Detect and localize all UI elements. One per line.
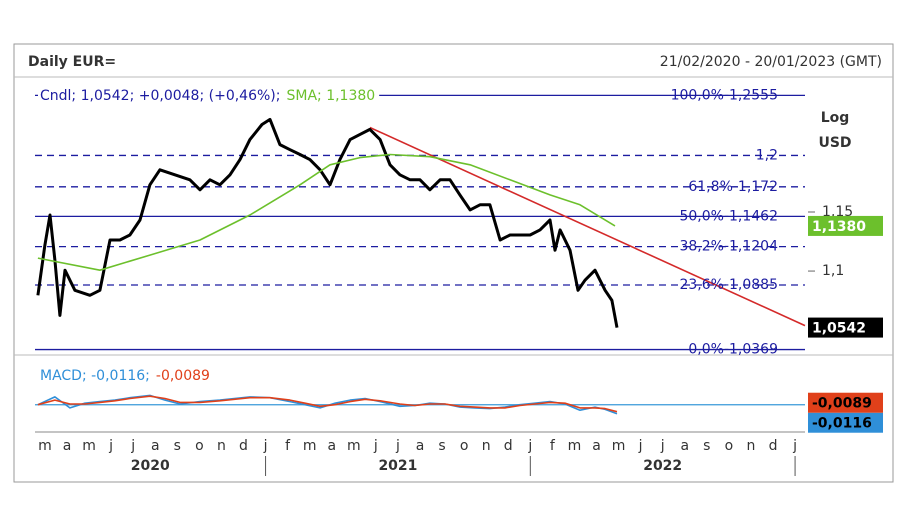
x-tick-label: j — [660, 438, 665, 454]
value-badge — [808, 392, 883, 413]
y-tick-label: 1,1 — [822, 263, 844, 279]
x-tick-label: a — [592, 438, 601, 454]
level-label: 61,8%-1,172 — [688, 179, 778, 195]
value-badge-label: -0,0116 — [812, 416, 872, 432]
chart-subtitle: 21/02/2020 - 20/01/2023 (GMT) — [660, 54, 882, 70]
legend-background — [38, 367, 154, 385]
series-line — [37, 153, 616, 271]
level-label: 0,0%-1,0369 — [688, 342, 778, 358]
legend-label: SMA; 1,1380 — [286, 88, 375, 104]
x-tick-label: m — [612, 438, 626, 454]
x-tick-label: a — [63, 438, 72, 454]
legend-label: -0,0089 — [156, 368, 210, 384]
x-tick-label: j — [527, 438, 532, 454]
x-tick-label: n — [482, 438, 491, 454]
x-tick-label: a — [151, 438, 160, 454]
frame — [13, 43, 894, 483]
year-label: 2022 — [643, 458, 682, 474]
value-badge — [808, 215, 883, 236]
value-badge-label: 1,1380 — [812, 219, 866, 235]
level-label: 50,0%-1,1462 — [679, 208, 778, 224]
trendline — [369, 126, 806, 327]
series-line — [36, 117, 619, 328]
legend-background — [153, 367, 214, 385]
x-tick-label: o — [725, 438, 734, 454]
x-tick-label: d — [769, 438, 778, 454]
x-tick-label: a — [416, 438, 425, 454]
axis-label: Log — [821, 110, 850, 126]
x-tick-label: s — [174, 438, 181, 454]
series-line — [37, 395, 618, 413]
legend-label: Cndl; 1,0542; +0,0048; (+0,46%); — [40, 88, 280, 104]
x-tick-label: a — [680, 438, 689, 454]
value-badge — [808, 317, 883, 338]
x-tick-label: a — [327, 438, 336, 454]
x-tick-label: j — [108, 438, 113, 454]
x-tick-label: j — [792, 438, 797, 454]
x-tick-label: o — [460, 438, 469, 454]
x-tick-label: d — [239, 438, 248, 454]
x-tick-label: m — [82, 438, 96, 454]
value-badge-label: 1,0542 — [812, 321, 866, 337]
x-tick-label: m — [38, 438, 52, 454]
level-label: 38,2%-1,1204 — [679, 239, 778, 255]
x-tick-label: j — [130, 438, 135, 454]
x-tick-label: f — [285, 438, 291, 454]
legend-background — [38, 87, 285, 105]
chart-title: Daily EUR= — [28, 54, 116, 70]
x-tick-label: n — [747, 438, 756, 454]
x-tick-label: j — [263, 438, 268, 454]
x-tick-label: m — [568, 438, 582, 454]
x-tick-label: s — [438, 438, 445, 454]
x-tick-label: o — [195, 438, 204, 454]
x-tick-label: m — [303, 438, 317, 454]
value-badge-label: -0,0089 — [812, 396, 872, 412]
x-tick-label: d — [504, 438, 513, 454]
legend-background — [284, 87, 380, 105]
x-tick-label: j — [638, 438, 643, 454]
x-tick-label: s — [703, 438, 710, 454]
x-tick-label: f — [550, 438, 556, 454]
year-label: 2021 — [378, 458, 417, 474]
axis-label: USD — [818, 135, 851, 151]
legend-label: MACD; -0,0116; — [40, 368, 150, 384]
x-tick-label: j — [373, 438, 378, 454]
year-label: 2020 — [131, 458, 170, 474]
x-tick-label: j — [395, 438, 400, 454]
x-tick-label: m — [347, 438, 361, 454]
level-label: 100,0%-1,2555 — [671, 87, 778, 103]
level-label: 23,6%-1,0885 — [679, 277, 778, 293]
value-badge — [808, 412, 883, 433]
level-label: 1,2 — [756, 147, 778, 163]
x-tick-label: n — [217, 438, 226, 454]
